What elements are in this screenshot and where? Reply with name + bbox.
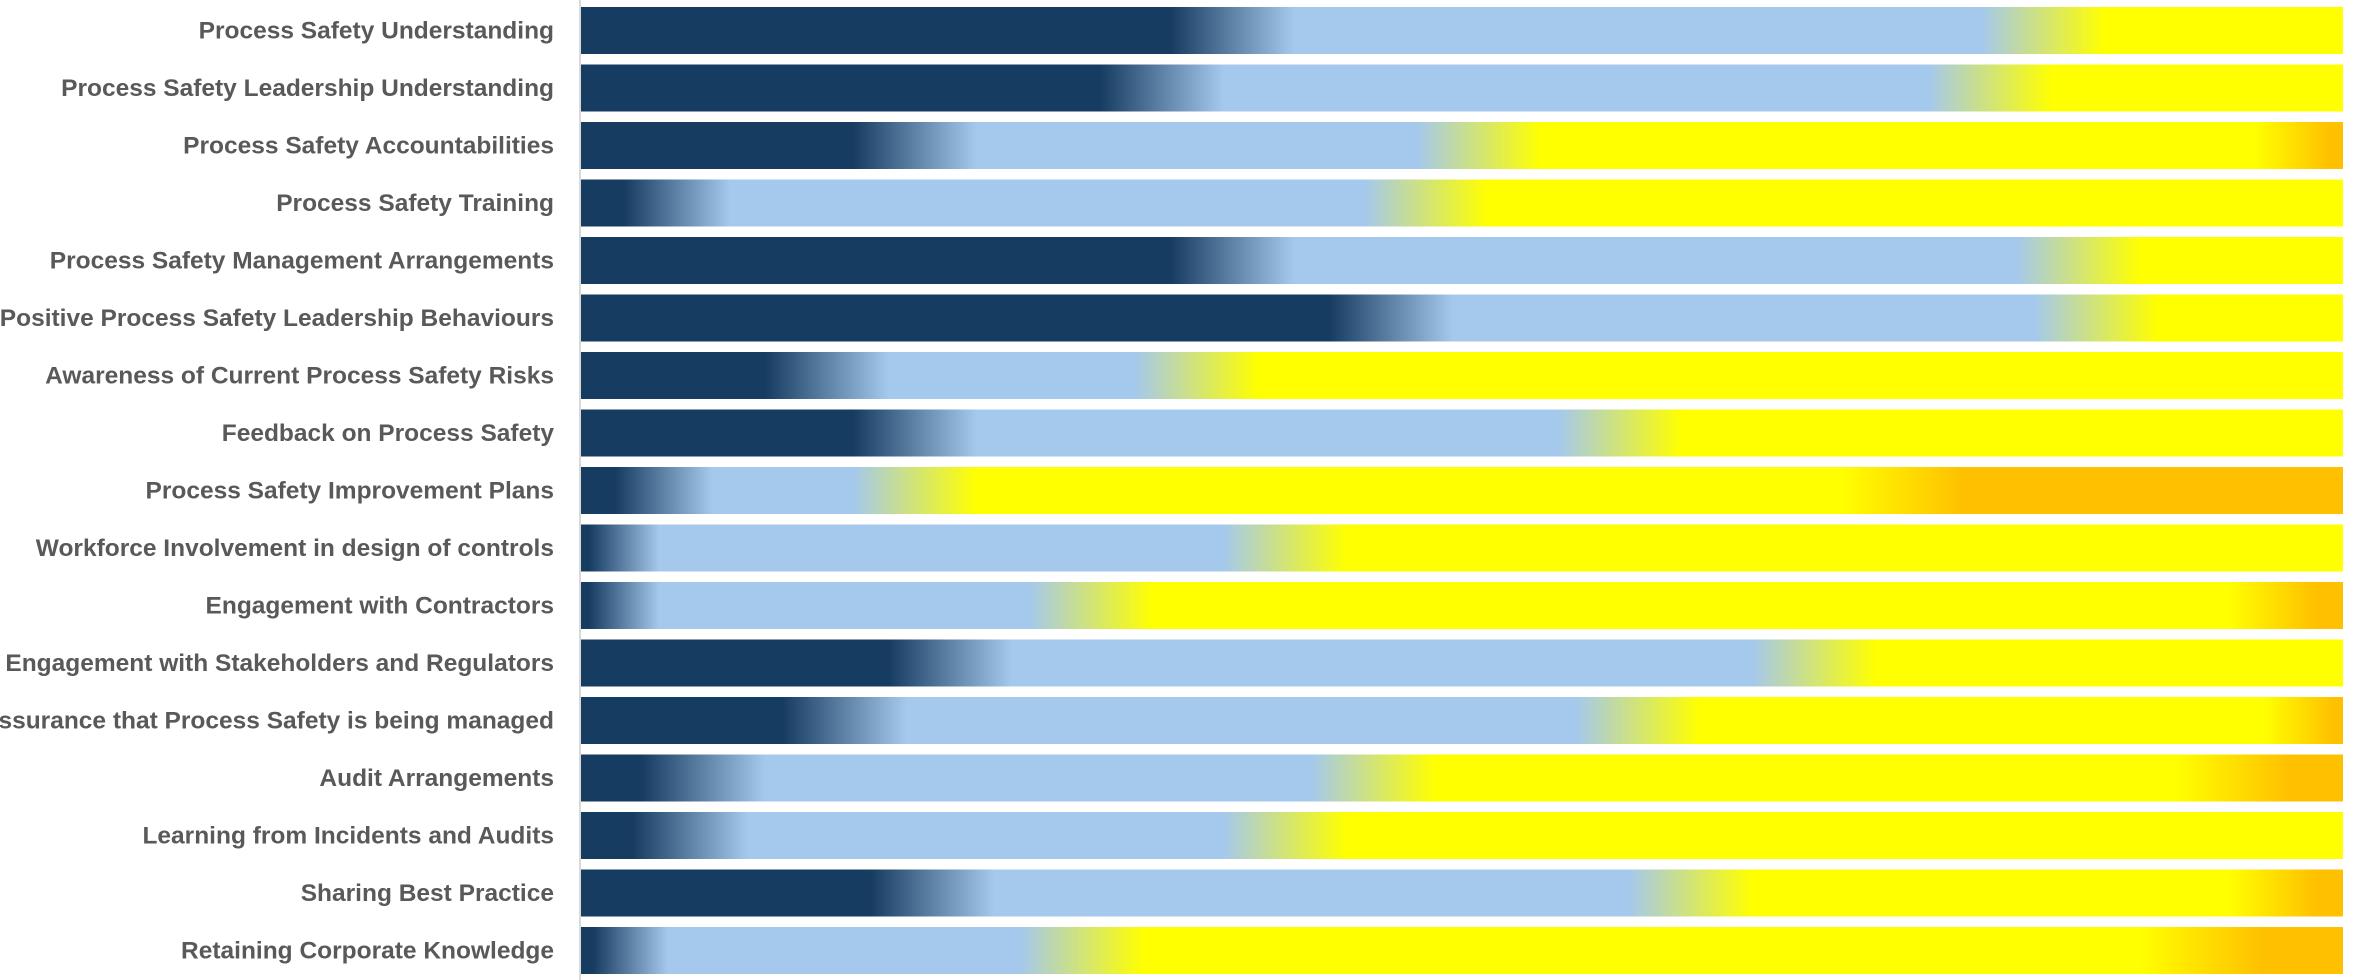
bar: [580, 179, 2343, 227]
bar: [580, 927, 2343, 974]
bar: [580, 524, 2343, 572]
category-label: Sharing Best Practice: [301, 880, 554, 907]
category-label: Process Safety Leadership Understanding: [61, 75, 554, 102]
category-label: Feedback on Process Safety: [222, 420, 555, 447]
bar: [580, 639, 2343, 687]
category-label: Process Safety Improvement Plans: [145, 478, 554, 505]
category-label: Engagement with Stakeholders and Regulat…: [5, 650, 554, 677]
bar: [580, 812, 2343, 859]
category-label: Learning from Incidents and Audits: [142, 823, 554, 850]
bars: [580, 7, 2343, 974]
category-labels: Process Safety Understanding Process Safe…: [0, 18, 554, 965]
category-label: Process Safety Accountabilities: [183, 133, 554, 160]
bar: [580, 409, 2343, 457]
category-label: Workforce Involvement in design of contr…: [36, 535, 554, 562]
bar: [580, 294, 2343, 342]
bar: [580, 122, 2343, 169]
category-label: Assurance that Process Safety is being m…: [0, 708, 554, 735]
category-label: Process Safety Understanding: [199, 18, 554, 45]
category-label: Process Safety Management Arrangements: [50, 248, 554, 275]
category-label: Retaining Corporate Knowledge: [181, 938, 554, 965]
bar: [580, 697, 2343, 744]
category-label: Engagement with Contractors: [206, 593, 554, 620]
bar: [580, 582, 2343, 629]
bar: [580, 467, 2343, 514]
category-label: Audit Arrangements: [319, 765, 554, 792]
bar: [580, 352, 2343, 399]
category-label: Positive Process Safety Leadership Behav…: [0, 305, 554, 332]
category-label: Awareness of Current Process Safety Risk…: [45, 363, 554, 390]
category-label: Process Safety Training: [276, 190, 554, 217]
bar: [580, 869, 2343, 917]
bar: [580, 64, 2343, 112]
bar: [580, 7, 2343, 54]
bar: [580, 237, 2343, 284]
bar: [580, 754, 2343, 802]
